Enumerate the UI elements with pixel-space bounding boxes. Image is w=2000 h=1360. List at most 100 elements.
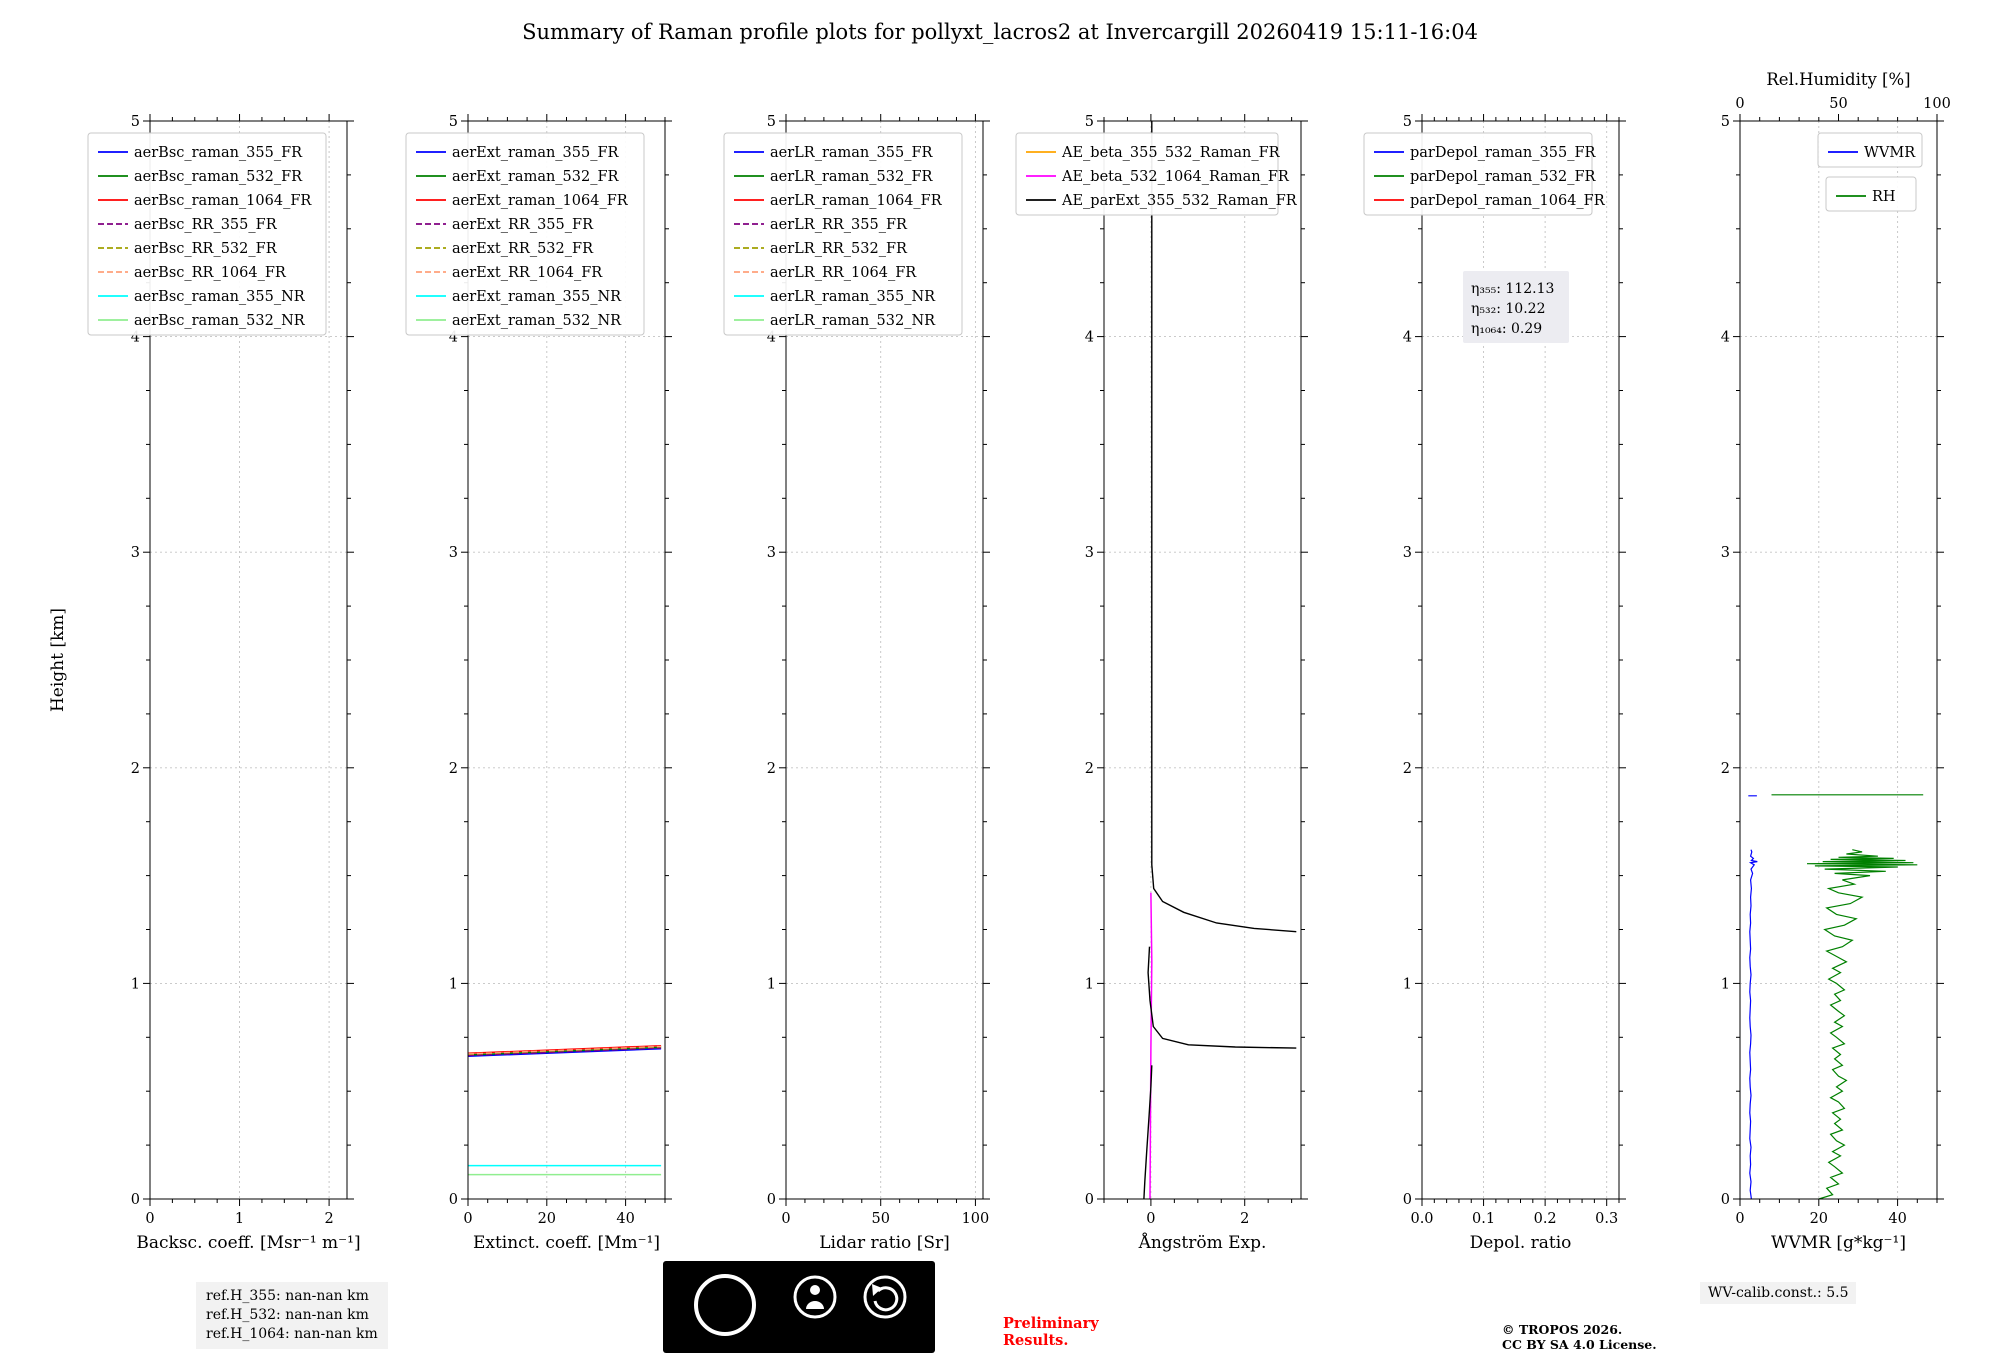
legend-label: aerLR_raman_532_NR (770, 313, 936, 329)
x-tick-label: 40 (616, 1211, 634, 1227)
legend-label: aerLR_raman_355_FR (770, 145, 933, 161)
legend-label: aerExt_raman_532_NR (452, 313, 622, 329)
badge-sa-label: SA (871, 1328, 900, 1350)
legend-label: aerLR_raman_532_FR (770, 169, 933, 185)
legend-label: aerBsc_raman_532_NR (134, 313, 306, 329)
legend-label: WVMR (1864, 145, 1916, 161)
x-axis-label: WVMR [g*kg⁻¹] (1771, 1233, 1906, 1253)
ref-h-355: ref.H_355: nan-nan km (206, 1288, 369, 1304)
legend-box (723, 132, 963, 336)
x-axis-label: Ångström Exp. (1138, 1232, 1267, 1253)
y-tick-label: 1 (1721, 976, 1730, 992)
reference-height-box: ref.H_355: nan-nan km ref.H_532: nan-nan… (196, 1282, 388, 1349)
y-tick-label: 3 (131, 545, 140, 561)
legend-label: parDepol_raman_532_FR (1410, 169, 1597, 185)
legend-label: aerBsc_RR_1064_FR (134, 265, 287, 281)
x-tick-label: 0.2 (1534, 1211, 1557, 1227)
tropos-copyright: © TROPOS 2026. CC BY SA 4.0 License. (1502, 1322, 1657, 1352)
legend-backscatter-0: aerBsc_raman_355_FR aerBsc_raman_532_FRae… (87, 132, 327, 336)
panel-extinction: 0 1 2 3 4 5 0 20 40 Extinct. coeff. [Mm⁻¹] aerExt_… (405, 114, 672, 1253)
y-tick-label: 3 (449, 545, 458, 561)
x-tick-label: 0.0 (1410, 1211, 1433, 1227)
series-AE_beta_532_1064_Raman_FR (1149, 892, 1153, 1200)
legend-lidar-ratio-0: aerLR_raman_355_FR aerLR_raman_532_FR aerL… (723, 132, 963, 336)
legend-label: aerBsc_raman_532_FR (134, 169, 303, 185)
legend-label: AE_beta_355_532_Raman_FR (1061, 145, 1281, 161)
x-tick-label: 2 (1240, 1211, 1249, 1227)
legend-label: aerLR_RR_355_FR (770, 217, 908, 233)
panel-backscatter: 0 1 2 3 4 5 0 1 2 Backsc. coeff. [Msr⁻¹ m⁻¹] aerBs… (87, 114, 361, 1253)
x-tick-label: 50 (871, 1211, 889, 1227)
legend-box (1015, 132, 1279, 216)
cc-by-sa-badge: CC BY SA (663, 1261, 935, 1353)
ref-h-532: ref.H_532: nan-nan km (206, 1307, 369, 1323)
series-AE_parExt_355_532_Raman_FR (1143, 121, 1297, 1200)
x-tick-label: 20 (1810, 1211, 1828, 1227)
y-tick-label: 3 (1085, 545, 1094, 561)
x-tick-label: 0 (145, 1211, 154, 1227)
y-tick-label: 2 (1085, 761, 1094, 777)
x-axis-label: Extinct. coeff. [Mm⁻¹] (473, 1233, 660, 1253)
legend-label: aerBsc_raman_355_NR (134, 289, 306, 305)
y-tick-label: 0 (767, 1192, 776, 1208)
series-WVMR (1748, 795, 1758, 1200)
x-tick-label: 2 (324, 1211, 333, 1227)
attribution-person-icon (793, 1275, 837, 1319)
x-axis-label: Backsc. coeff. [Msr⁻¹ m⁻¹] (136, 1233, 360, 1253)
legend-angstroem-exponent-0: AE_beta_355_532_Raman_FR AE_beta_532_1064… (1015, 132, 1298, 216)
top-tick-label: 100 (1923, 96, 1951, 112)
legend-label: aerLR_raman_355_NR (770, 289, 936, 305)
y-tick-label: 5 (1721, 114, 1730, 130)
badge-by-label: BY (800, 1328, 830, 1350)
x-tick-label: 0 (1146, 1211, 1155, 1227)
y-tick-label: 3 (1403, 545, 1412, 561)
y-tick-label: 0 (1085, 1192, 1094, 1208)
series-aerExt_RR_355_FR (467, 1047, 662, 1057)
y-tick-label: 4 (1721, 330, 1730, 346)
legend-box (405, 132, 645, 336)
y-tick-label: 1 (767, 976, 776, 992)
y-tick-label: 0 (1403, 1192, 1412, 1208)
y-tick-label: 4 (767, 330, 776, 346)
x-axis-label: Lidar ratio [Sr] (819, 1233, 949, 1253)
ref-h-1064: ref.H_1064: nan-nan km (206, 1326, 378, 1342)
svg-text:CC: CC (705, 1291, 745, 1320)
x-tick-label: 0.3 (1595, 1211, 1618, 1227)
y-tick-label: 1 (1403, 976, 1412, 992)
eta-annotation-line: η₅₃₂: 10.22 (1471, 301, 1545, 317)
y-tick-label: 2 (1403, 761, 1412, 777)
legend-label: RH (1872, 189, 1896, 205)
legend-label: parDepol_raman_355_FR (1410, 145, 1597, 161)
y-tick-label: 0 (449, 1192, 458, 1208)
legend-extinction-0: aerExt_raman_355_FR aerExt_raman_532_FRae… (405, 132, 645, 336)
legend-label: aerExt_raman_355_NR (452, 289, 622, 305)
panel-angstroem-exponent: 0 1 2 3 4 5 0 2 Ångström Exp. AE_beta_355_532_Ram… (1015, 114, 1308, 1253)
legend-depolarization-0: parDepol_raman_355_FR parDepol_raman_532_… (1363, 132, 1606, 216)
legend-label: aerExt_RR_1064_FR (452, 265, 603, 281)
x-tick-label: 40 (1888, 1211, 1906, 1227)
legend-label: aerExt_RR_355_FR (452, 217, 594, 233)
legend-wvmr-rh-1: RH (1825, 176, 1917, 212)
x-tick-label: 100 (962, 1211, 990, 1227)
x-tick-label: 1 (235, 1211, 244, 1227)
y-tick-label: 5 (449, 114, 458, 130)
legend-label: aerExt_raman_532_FR (452, 169, 620, 185)
legend-label: parDepol_raman_1064_FR (1410, 193, 1606, 209)
eta-annotation-box (1463, 271, 1569, 343)
y-tick-label: 5 (767, 114, 776, 130)
y-tick-label: 0 (1721, 1192, 1730, 1208)
wv-calib-note: WV-calib.const.: 5.5 (1700, 1282, 1857, 1304)
y-tick-label: 5 (1085, 114, 1094, 130)
y-tick-label: 2 (131, 761, 140, 777)
x-tick-label: 0 (781, 1211, 790, 1227)
x-tick-label: 0 (463, 1211, 472, 1227)
y-tick-label: 1 (1085, 976, 1094, 992)
preliminary-note: Preliminary Results. (1003, 1315, 1099, 1349)
top-tick-label: 50 (1829, 96, 1847, 112)
legend-label: aerLR_RR_532_FR (770, 241, 908, 257)
x-tick-label: 0.1 (1472, 1211, 1495, 1227)
y-tick-label: 2 (449, 761, 458, 777)
y-tick-label: 3 (767, 545, 776, 561)
